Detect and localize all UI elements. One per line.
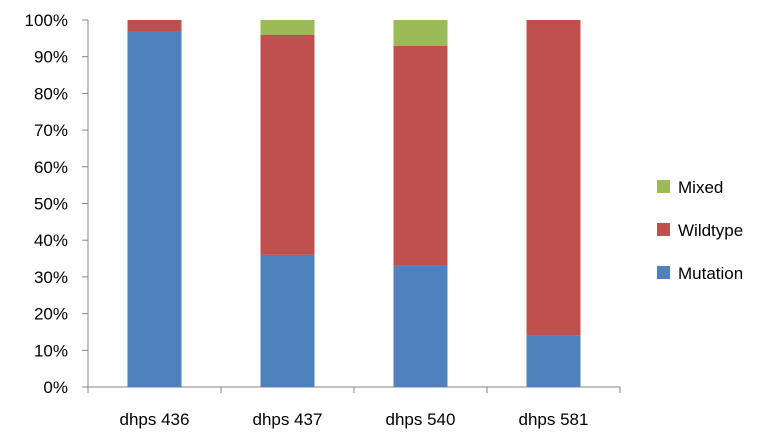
bar-mutation-2: [260, 254, 315, 387]
y-tick-label: 50%: [34, 195, 68, 214]
legend-swatch-mutation: [657, 266, 670, 279]
y-tick-label: 10%: [34, 341, 68, 360]
legend-item-mutation: Mutation: [657, 264, 743, 283]
bar-mutation-3: [393, 265, 448, 387]
bar-wildtype-2: [260, 34, 315, 255]
y-axis: 0% 10% 20% 30% 40% 50% 60% 70% 80% 90% 100%: [25, 11, 89, 397]
legend-item-mixed: Mixed: [657, 178, 723, 197]
legend-label-wildtype: Wildtype: [678, 221, 743, 240]
bar-mutation-4: [526, 335, 581, 387]
legend-swatch-wildtype: [657, 223, 670, 236]
bar-wildtype-1: [127, 20, 182, 32]
y-tick-label: 80%: [34, 84, 68, 103]
y-tick-label: 70%: [34, 121, 68, 140]
y-tick-label: 40%: [34, 231, 68, 250]
legend-label-mixed: Mixed: [678, 178, 723, 197]
x-tick-label: dhps 540: [386, 410, 456, 429]
y-tick-label: 90%: [34, 48, 68, 67]
bar-wildtype-4: [526, 20, 581, 336]
y-tick-label: 20%: [34, 305, 68, 324]
legend-item-wildtype: Wildtype: [657, 221, 743, 240]
x-tick-label: dhps 437: [253, 410, 323, 429]
x-tick-label: dhps 436: [120, 410, 190, 429]
legend: Mixed Wildtype Mutation: [657, 178, 743, 283]
x-axis: dhps 436 dhps 437 dhps 540 dhps 581: [87, 386, 621, 429]
bar-mixed-3: [393, 20, 448, 46]
bar-wildtype-3: [393, 45, 448, 266]
legend-label-mutation: Mutation: [678, 264, 743, 283]
y-tick-label: 30%: [34, 268, 68, 287]
legend-swatch-mixed: [657, 180, 670, 193]
y-tick-label: 0%: [43, 378, 68, 397]
y-tick-label: 60%: [34, 158, 68, 177]
bar-mixed-2: [260, 20, 315, 35]
bar-mutation-1: [127, 31, 182, 387]
bars: [127, 20, 581, 387]
y-tick-label: 100%: [25, 11, 68, 30]
x-tick-label: dhps 581: [519, 410, 589, 429]
